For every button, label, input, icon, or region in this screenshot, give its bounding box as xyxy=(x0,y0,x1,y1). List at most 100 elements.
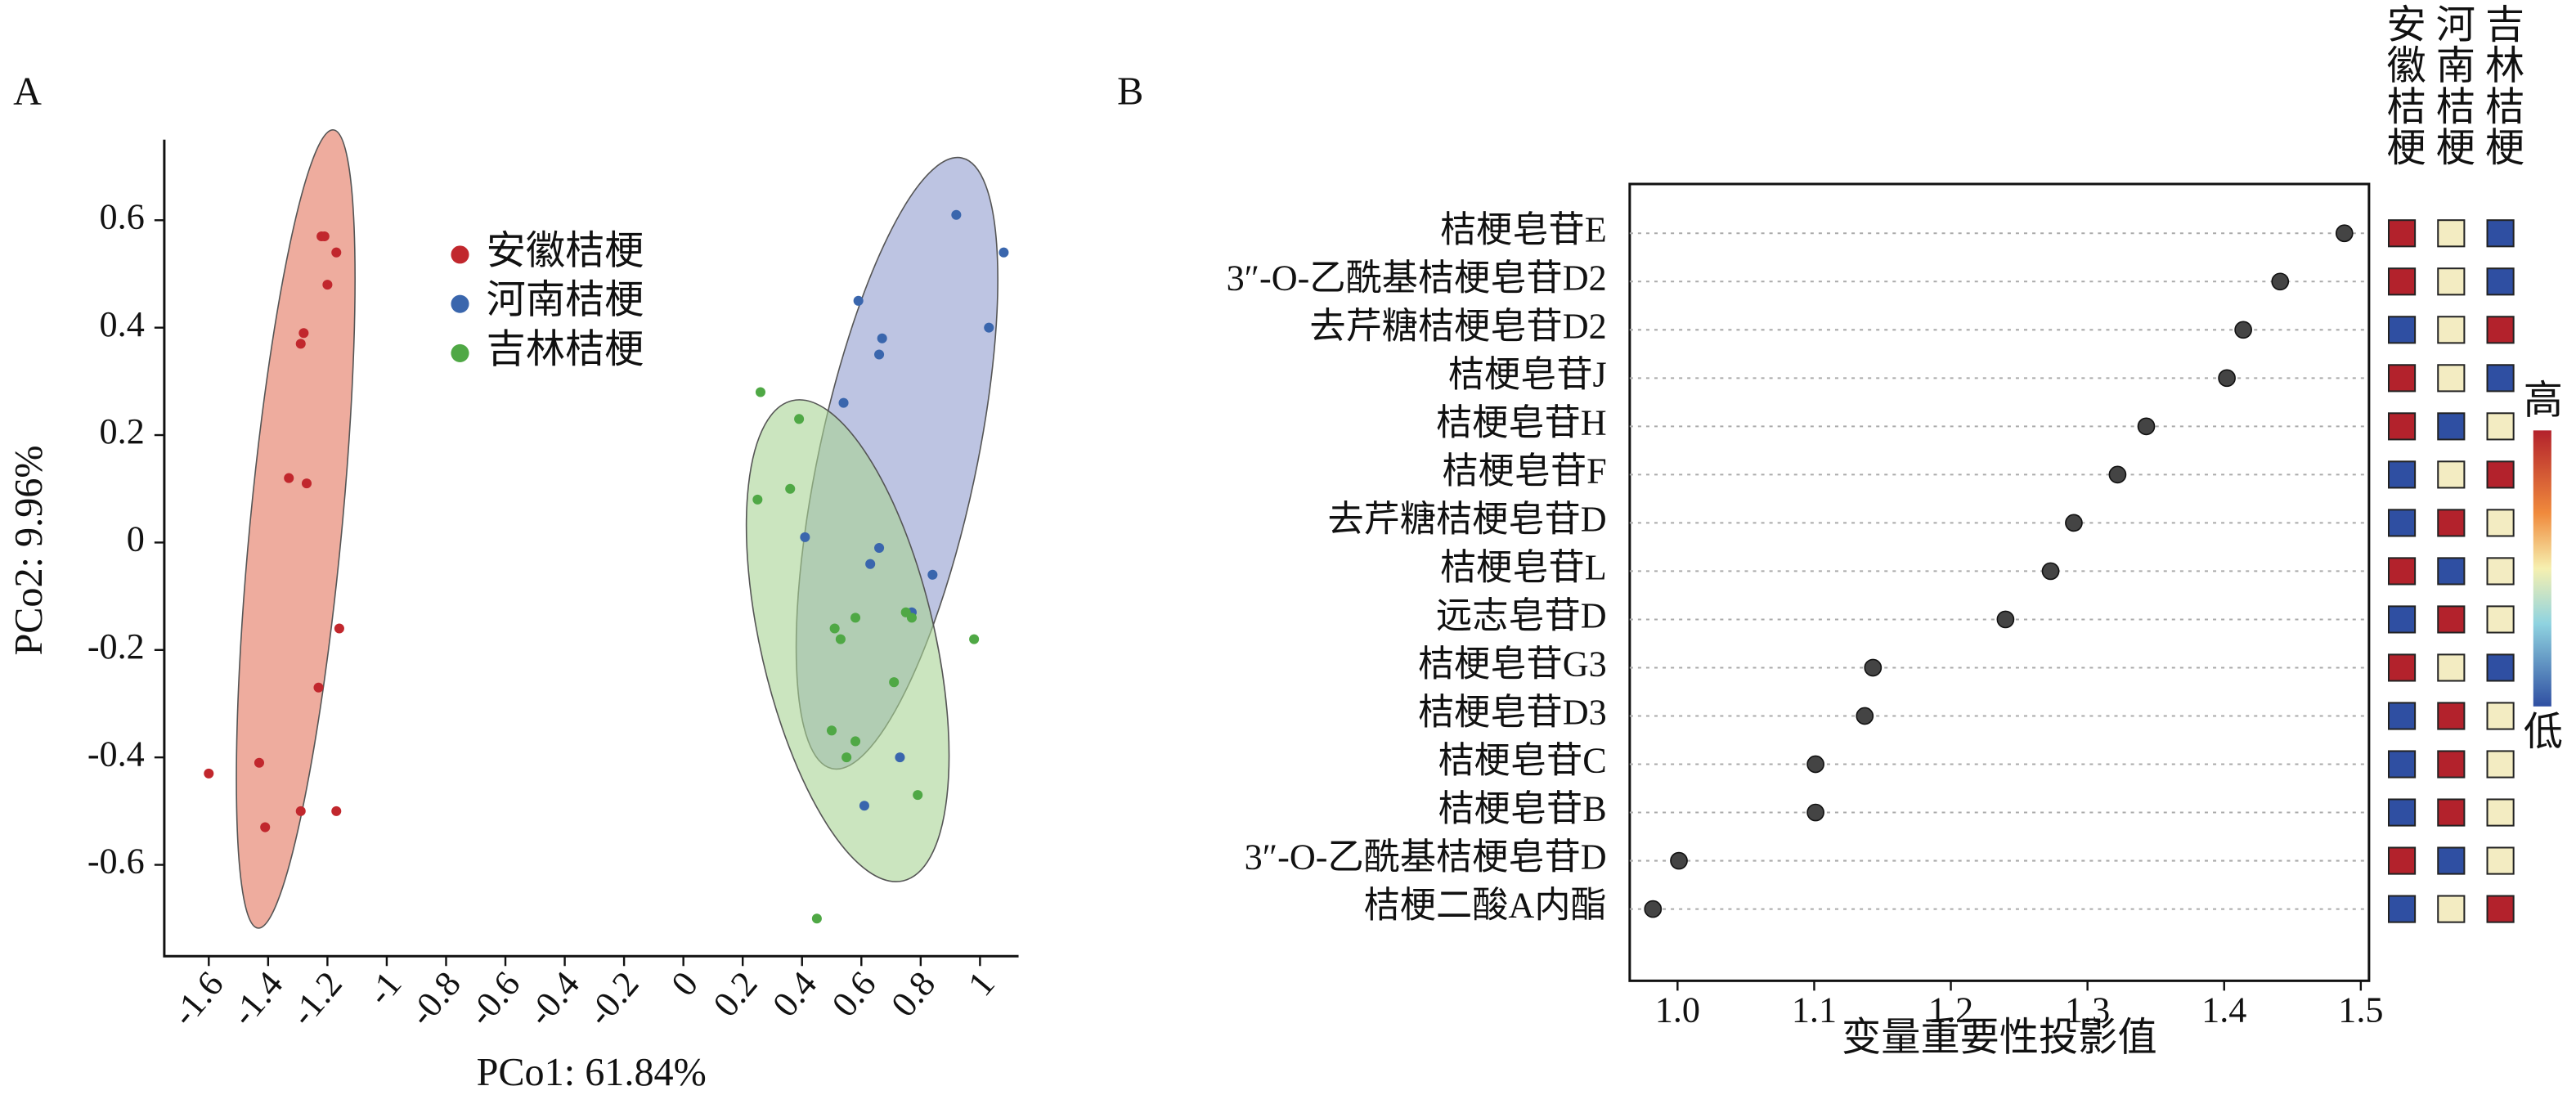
x-tick-label: -1.4 xyxy=(223,964,291,1034)
x-tick-label: 0.6 xyxy=(824,964,884,1025)
heatmap-cell xyxy=(2486,267,2515,296)
point xyxy=(301,478,312,489)
x-axis-label: PCo1: 61.84% xyxy=(477,1051,707,1094)
colorbar-label: 高 xyxy=(2524,379,2563,422)
category-label: 桔梗皂苷J xyxy=(1448,354,1607,394)
x-tick-label: -1.6 xyxy=(164,964,231,1034)
y-tick-label: 0.4 xyxy=(100,304,145,344)
category-label: 桔梗皂苷D3 xyxy=(1418,693,1607,733)
point xyxy=(204,768,214,779)
point xyxy=(859,801,869,811)
heatmap-cell xyxy=(2387,653,2417,682)
category-label: 远志皂苷D xyxy=(1436,596,1607,636)
point xyxy=(334,623,344,634)
heatmap-cell xyxy=(2486,219,2515,248)
heatmap-cell xyxy=(2437,267,2466,296)
heatmap-cell xyxy=(2486,895,2515,923)
y-tick-label: 0 xyxy=(127,519,145,559)
point xyxy=(313,682,324,693)
x-tick-label: -0.8 xyxy=(401,964,469,1034)
heatmap-cell xyxy=(2387,412,2417,441)
heatmap-cell xyxy=(2387,846,2417,875)
point xyxy=(835,634,846,644)
x-tick-label: -0.6 xyxy=(460,964,528,1034)
x-tick-label: 0.2 xyxy=(706,964,765,1025)
heatmap-cell xyxy=(2437,316,2466,344)
panel-label: B xyxy=(1117,70,1143,114)
heatmap-cell xyxy=(2387,605,2417,634)
point xyxy=(295,806,306,816)
heatmap-cell xyxy=(2387,750,2417,779)
axis-frame xyxy=(1628,182,2371,982)
heatmap-cell xyxy=(2486,846,2515,875)
heatmap-cell xyxy=(2486,412,2515,441)
heatmap-cell xyxy=(2437,364,2466,393)
point xyxy=(877,333,887,343)
category-label: 去芹糖桔梗皂苷D xyxy=(1327,500,1606,540)
point xyxy=(900,607,911,617)
heatmap-cell xyxy=(2486,364,2515,393)
heatmap-cell xyxy=(2387,702,2417,730)
x-axis-label: 变量重要性投影值 xyxy=(1842,1016,2157,1060)
heatmap-cell xyxy=(2486,702,2515,730)
heatmap-cell xyxy=(2437,605,2466,634)
x-tick-label: -0.4 xyxy=(520,964,588,1034)
category-label: 去芹糖桔梗皂苷D2 xyxy=(1309,306,1606,346)
point xyxy=(984,322,994,333)
dot xyxy=(1644,900,1663,918)
heatmap-cell xyxy=(2486,557,2515,586)
heatmap-cell xyxy=(2437,460,2466,489)
point xyxy=(889,677,900,688)
point xyxy=(850,613,861,623)
point xyxy=(999,247,1009,258)
y-tick-label: 0.6 xyxy=(100,196,145,236)
point xyxy=(785,483,796,494)
point xyxy=(913,790,923,801)
heatmap-cell xyxy=(2437,219,2466,248)
point xyxy=(331,247,342,258)
dot xyxy=(1806,803,1824,822)
heatmap-cell xyxy=(2486,605,2515,634)
point xyxy=(826,725,837,736)
point xyxy=(254,757,264,768)
dot xyxy=(1670,851,1688,870)
point xyxy=(260,822,271,832)
point xyxy=(874,349,885,360)
colorbar-label: 低 xyxy=(2524,711,2563,754)
heatmap-cell xyxy=(2437,557,2466,586)
axis-frame xyxy=(163,139,1019,958)
heatmap-cell xyxy=(2387,557,2417,586)
y-tick-label: -0.6 xyxy=(88,841,145,882)
x-tick-label: 1 xyxy=(960,964,1003,1003)
heatmap-cell xyxy=(2486,653,2515,682)
heatmap-cell xyxy=(2387,316,2417,344)
x-tick-label: 1.4 xyxy=(2201,990,2246,1030)
heatmap-cell xyxy=(2486,750,2515,779)
column-header: 安徽桔梗 xyxy=(2381,3,2426,168)
dot xyxy=(1996,610,2015,629)
point xyxy=(331,806,342,816)
point xyxy=(865,559,876,569)
x-tick-label: 0 xyxy=(663,964,706,1003)
heatmap-cell xyxy=(2437,509,2466,537)
category-label: 桔梗皂苷H xyxy=(1436,402,1607,442)
dot xyxy=(1806,755,1824,774)
legend-label: 吉林桔梗 xyxy=(487,328,644,371)
heatmap-cell xyxy=(2387,798,2417,827)
point xyxy=(850,736,861,747)
point xyxy=(752,494,763,505)
heatmap-cell xyxy=(2486,316,2515,344)
x-tick-label: 1.1 xyxy=(1792,990,1837,1030)
point xyxy=(322,280,333,290)
y-axis-label: PCo2: 9.96% xyxy=(7,445,51,655)
dot xyxy=(1856,707,1874,725)
panel-label: A xyxy=(13,70,42,114)
heatmap-cell xyxy=(2387,895,2417,923)
heatmap-cell xyxy=(2486,460,2515,489)
x-tick-label: 0.4 xyxy=(765,964,824,1025)
legend-marker xyxy=(451,294,469,313)
point xyxy=(755,387,765,397)
heatmap-cell xyxy=(2387,460,2417,489)
y-tick-label: -0.2 xyxy=(88,626,145,666)
